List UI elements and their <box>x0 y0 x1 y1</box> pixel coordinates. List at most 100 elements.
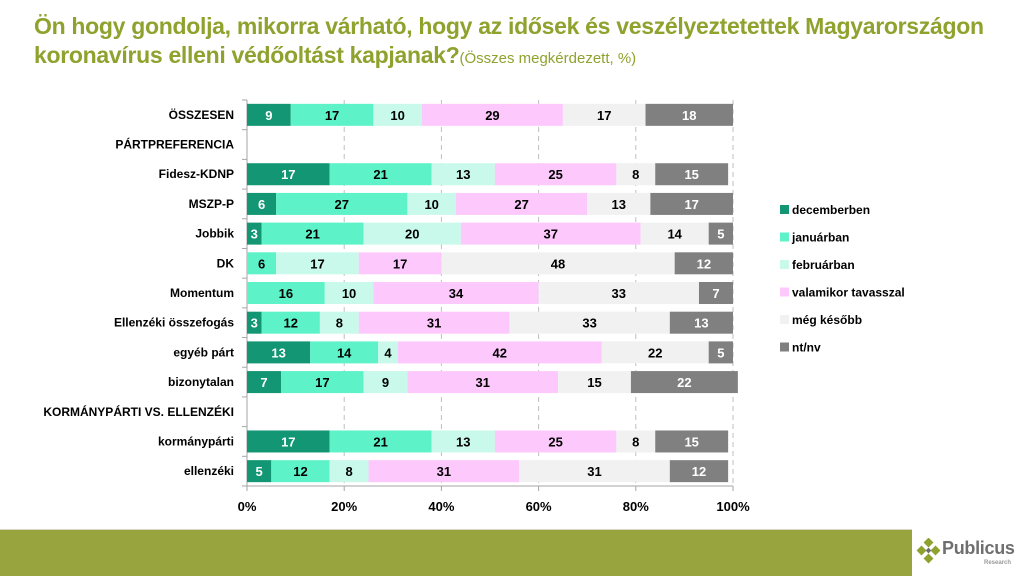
data-label: 8 <box>345 464 352 479</box>
data-label: 9 <box>265 108 272 123</box>
bar-segment <box>247 222 262 245</box>
x-tick-label: 0% <box>238 499 257 514</box>
data-label: 31 <box>427 316 441 331</box>
title-main: Ön hogy gondolja, mikorra várható, hogy … <box>34 13 984 68</box>
legend-swatch <box>780 205 789 214</box>
data-label: 7 <box>260 375 267 390</box>
x-tick-label: 60% <box>526 499 552 514</box>
category-label: PÁRTPREFERENCIA <box>115 137 234 152</box>
data-label: 17 <box>310 256 324 271</box>
data-label: 31 <box>437 464 451 479</box>
data-label: 6 <box>258 256 265 271</box>
data-label: 21 <box>373 167 387 182</box>
data-label: 13 <box>456 167 470 182</box>
data-label: 17 <box>325 108 339 123</box>
data-label: 9 <box>382 375 389 390</box>
data-label: 33 <box>582 316 596 331</box>
bar-segment <box>460 222 641 245</box>
bar-segment <box>261 222 364 245</box>
bar-segment <box>558 371 631 394</box>
bar-segment <box>708 341 733 364</box>
chart-title: Ön hogy gondolja, mikorra várható, hogy … <box>34 12 1014 73</box>
data-label: 31 <box>587 464 601 479</box>
bar-segment <box>655 163 729 186</box>
data-label: 8 <box>336 316 343 331</box>
bar-segment <box>247 341 311 364</box>
category-label: ÖSSZESEN <box>169 107 234 122</box>
category-label: Jobbik <box>195 227 234 241</box>
logo-name: Publicus <box>942 538 1015 558</box>
data-label: 21 <box>373 434 387 449</box>
stacked-bar-chart: 0% 20% 40% 60% 80% 100% ÖSSZESEN 9 17 10 29 17 18 PÁR… <box>43 99 905 514</box>
data-label: 48 <box>551 256 565 271</box>
publicus-logo: Publicus Research <box>912 530 1024 576</box>
data-label: 25 <box>548 167 562 182</box>
data-label: 21 <box>305 227 319 242</box>
bar-segment <box>407 371 559 394</box>
bar-segment <box>247 460 272 483</box>
bar-segment <box>247 311 262 334</box>
bar-segment <box>276 252 359 275</box>
bar-segment <box>455 192 588 215</box>
bar-segment <box>669 311 733 334</box>
legend-label: januárban <box>791 231 849 245</box>
bar-segment <box>655 430 729 453</box>
bar-segment <box>358 311 510 334</box>
data-label: 20 <box>405 227 419 242</box>
data-label: 3 <box>251 227 258 242</box>
data-label: 22 <box>677 375 691 390</box>
bar-segment <box>698 282 733 304</box>
bar-segment <box>247 282 325 304</box>
category-label: kormánypárti <box>158 434 234 448</box>
x-tick-label: 40% <box>428 499 454 514</box>
data-label: 16 <box>279 286 293 301</box>
bar-segment <box>378 341 398 364</box>
bar-segment <box>562 103 646 126</box>
bar-segment <box>674 252 733 275</box>
legend-label: decemberben <box>792 203 870 217</box>
data-label: 31 <box>475 375 489 390</box>
data-label: 33 <box>612 286 626 301</box>
legend-swatch <box>780 342 789 352</box>
bar-segment <box>616 430 656 453</box>
data-label: 22 <box>648 345 662 360</box>
data-label: 15 <box>684 434 698 449</box>
data-label: 12 <box>293 464 307 479</box>
data-label: 17 <box>315 375 329 390</box>
data-label: 6 <box>258 197 265 212</box>
bar-segment <box>587 192 651 215</box>
category-label: ellenzéki <box>184 464 234 478</box>
legend-label: februárban <box>792 258 855 272</box>
bar-segment <box>329 163 432 186</box>
data-label: 37 <box>544 227 558 242</box>
bar-segment <box>397 341 602 364</box>
legend-swatch <box>780 232 789 242</box>
data-label: 17 <box>281 434 295 449</box>
bar-segment <box>247 192 277 215</box>
bar-segment <box>281 371 364 394</box>
x-tick-label: 80% <box>623 499 649 514</box>
bar-segment <box>669 460 729 483</box>
legend-swatch <box>780 315 789 324</box>
category-label: Ellenzéki összefogás <box>114 316 234 330</box>
bar-segment <box>640 222 709 245</box>
bar-segment <box>324 282 374 304</box>
bar-segment <box>509 311 670 334</box>
bar-segment <box>368 460 520 483</box>
data-label: 27 <box>335 197 349 212</box>
bar-segment <box>358 252 442 275</box>
data-label: 12 <box>284 316 298 331</box>
data-label: 17 <box>393 256 407 271</box>
data-label: 15 <box>587 375 601 390</box>
legend-label: még később <box>792 313 862 327</box>
data-label: 42 <box>492 345 506 360</box>
legend-label: nt/nv <box>792 341 821 355</box>
data-label: 17 <box>684 197 698 212</box>
data-label: 10 <box>390 108 404 123</box>
bar-segment <box>421 103 563 126</box>
data-label: 17 <box>597 108 611 123</box>
data-label: 17 <box>281 167 295 182</box>
bar-segment <box>494 430 617 453</box>
data-label: 5 <box>717 345 724 360</box>
data-label: 5 <box>717 227 724 242</box>
